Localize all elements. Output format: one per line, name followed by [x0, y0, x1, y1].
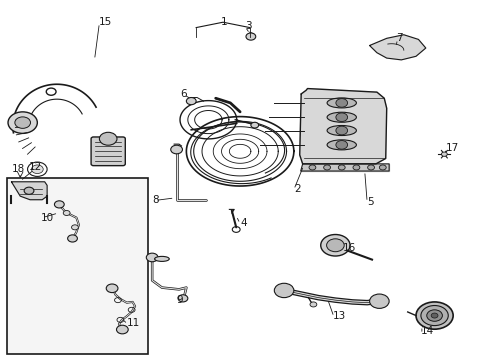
Text: 2: 2: [294, 184, 300, 194]
Ellipse shape: [327, 140, 356, 150]
Circle shape: [353, 165, 360, 170]
Circle shape: [54, 201, 64, 208]
Circle shape: [336, 99, 347, 107]
Circle shape: [416, 302, 453, 329]
Circle shape: [369, 294, 389, 309]
Circle shape: [336, 126, 347, 135]
Circle shape: [368, 165, 374, 170]
Circle shape: [431, 313, 438, 318]
Circle shape: [379, 165, 386, 170]
Circle shape: [246, 33, 256, 40]
Text: 17: 17: [445, 143, 459, 153]
Circle shape: [338, 165, 345, 170]
Circle shape: [274, 283, 294, 298]
Ellipse shape: [327, 126, 356, 135]
Polygon shape: [369, 35, 426, 60]
Text: 7: 7: [396, 33, 403, 43]
Text: 13: 13: [333, 311, 346, 321]
Circle shape: [336, 113, 347, 122]
Text: 3: 3: [245, 21, 252, 31]
Circle shape: [72, 225, 78, 230]
Text: 15: 15: [98, 17, 112, 27]
Circle shape: [68, 235, 77, 242]
Circle shape: [99, 132, 117, 145]
Circle shape: [251, 122, 259, 128]
Ellipse shape: [327, 98, 356, 108]
Text: 5: 5: [367, 197, 374, 207]
Text: 4: 4: [240, 218, 247, 228]
Ellipse shape: [327, 112, 356, 122]
Circle shape: [186, 98, 196, 105]
FancyBboxPatch shape: [91, 137, 125, 166]
Circle shape: [171, 145, 182, 154]
Circle shape: [310, 302, 317, 307]
Circle shape: [327, 239, 344, 252]
Circle shape: [147, 253, 158, 262]
Text: 1: 1: [221, 17, 228, 27]
Circle shape: [421, 306, 448, 325]
Bar: [6, 178, 148, 354]
Polygon shape: [300, 89, 387, 164]
Text: 6: 6: [180, 89, 187, 99]
Text: 9: 9: [176, 295, 183, 305]
Circle shape: [427, 310, 442, 321]
Text: 12: 12: [29, 162, 43, 172]
Circle shape: [321, 234, 350, 256]
Circle shape: [24, 187, 34, 194]
Circle shape: [336, 140, 347, 149]
Text: 8: 8: [152, 195, 159, 205]
Text: 14: 14: [421, 325, 434, 336]
Text: 10: 10: [41, 213, 54, 222]
Text: 11: 11: [127, 319, 140, 328]
Ellipse shape: [155, 256, 169, 261]
Circle shape: [309, 165, 316, 170]
Text: 16: 16: [343, 243, 356, 253]
Text: 18: 18: [11, 164, 24, 174]
Circle shape: [8, 112, 37, 134]
Circle shape: [63, 211, 70, 216]
Circle shape: [441, 152, 447, 156]
Circle shape: [178, 295, 188, 302]
Polygon shape: [301, 164, 389, 171]
Polygon shape: [11, 182, 47, 200]
Circle shape: [324, 165, 331, 170]
Circle shape: [31, 165, 43, 174]
Circle shape: [106, 284, 118, 293]
Circle shape: [117, 325, 128, 334]
Circle shape: [15, 117, 30, 129]
